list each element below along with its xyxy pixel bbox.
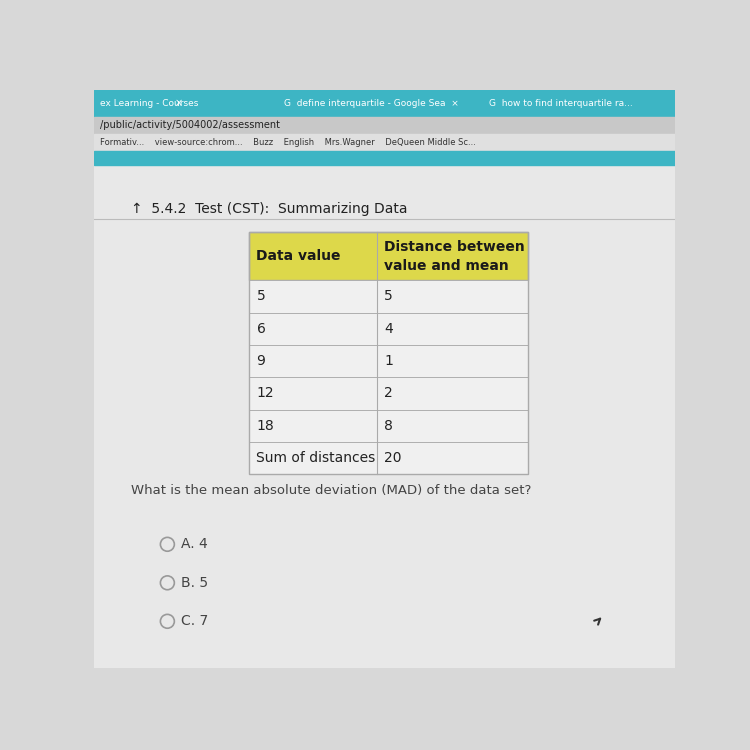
Text: 5: 5 (256, 290, 265, 303)
Text: G  define interquartile - Google Sea  ×: G define interquartile - Google Sea × (284, 99, 458, 108)
Bar (249, 313, 528, 345)
Bar (249, 345, 528, 377)
Bar (249, 377, 528, 410)
Bar (94, 134, 675, 151)
Text: C. 7: C. 7 (182, 614, 209, 628)
Bar (249, 442, 528, 474)
Text: 9: 9 (256, 354, 265, 368)
Text: 1: 1 (384, 354, 393, 368)
Text: Sum of distances: Sum of distances (256, 451, 376, 465)
Bar (249, 232, 528, 474)
Text: B. 5: B. 5 (182, 576, 209, 590)
Text: 6: 6 (256, 322, 265, 336)
Text: What is the mean absolute deviation (MAD) of the data set?: What is the mean absolute deviation (MAD… (131, 484, 531, 497)
Text: 20: 20 (384, 451, 402, 465)
Bar (94, 165, 675, 668)
Bar (94, 151, 675, 165)
Text: /public/activity/5004002/assessment: /public/activity/5004002/assessment (100, 121, 280, 130)
Text: ×: × (175, 98, 183, 109)
Bar (94, 117, 675, 134)
Text: 2: 2 (384, 386, 393, 400)
Text: 5: 5 (384, 290, 393, 303)
Text: Data value: Data value (256, 249, 341, 263)
Text: ex Learning - Courses: ex Learning - Courses (100, 99, 198, 108)
Text: A. 4: A. 4 (182, 537, 208, 551)
Bar (94, 90, 675, 117)
Text: G  how to find interquartile ra...: G how to find interquartile ra... (489, 99, 633, 108)
Bar (249, 280, 528, 313)
Text: ↑  5.4.2  Test (CST):  Summarizing Data: ↑ 5.4.2 Test (CST): Summarizing Data (131, 202, 407, 216)
Text: 8: 8 (384, 419, 393, 433)
Text: 18: 18 (256, 419, 274, 433)
Bar (249, 410, 528, 442)
Text: Distance between
value and mean: Distance between value and mean (384, 240, 525, 272)
Text: Formativ...    view-source:chrom...    Buzz    English    Mrs.Wagner    DeQueen : Formativ... view-source:chrom... Buzz En… (100, 138, 476, 147)
Bar (249, 232, 528, 280)
Text: 4: 4 (384, 322, 393, 336)
Text: 12: 12 (256, 386, 274, 400)
